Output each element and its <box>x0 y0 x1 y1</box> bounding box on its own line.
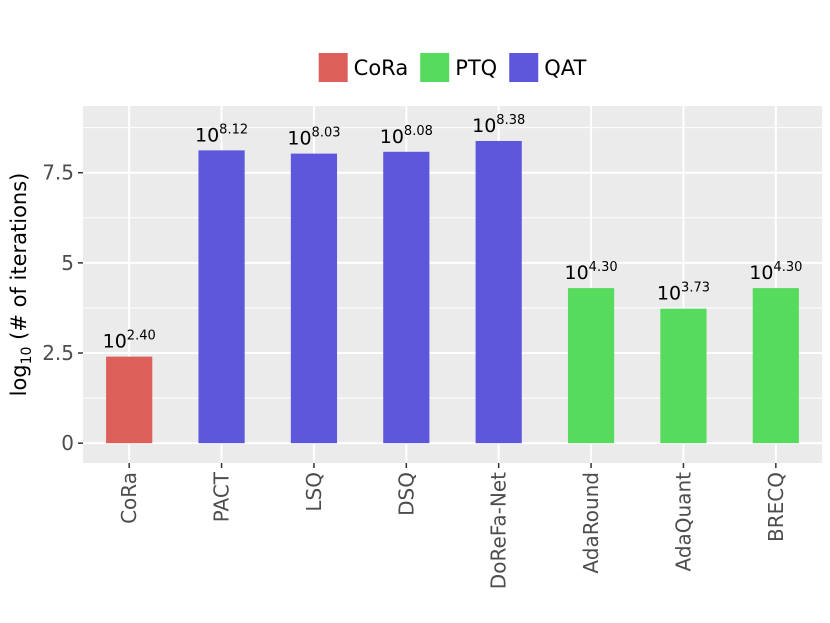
x-tick-label: BRECQ <box>764 472 788 542</box>
x-tick-label: AdaQuant <box>671 472 695 572</box>
bars <box>106 140 799 444</box>
legend-label-ptq: PTQ <box>455 56 497 80</box>
legend-swatch-qat <box>509 53 539 82</box>
data-label: 108.12 <box>195 122 248 146</box>
plot-panel <box>83 106 822 463</box>
data-labels: 102.40 108.12 108.03 108.08 108.38 104.30 103.… <box>103 113 803 353</box>
y-tick-label: 2.5 <box>42 341 74 365</box>
x-tick-label: DSQ <box>394 472 418 516</box>
data-label: 102.40 <box>103 329 156 353</box>
bar-dorefa-net <box>475 140 522 444</box>
bar-brecq <box>752 288 799 444</box>
data-label: 108.03 <box>287 126 340 150</box>
legend-label-qat: QAT <box>544 56 586 80</box>
legend: CoRa PTQ QAT <box>318 53 586 82</box>
bar-lsq <box>290 153 338 444</box>
y-tick-label: 5 <box>61 251 74 275</box>
bar-adaround <box>567 288 615 444</box>
x-tick-label: LSQ <box>302 472 326 512</box>
data-label: 104.30 <box>564 260 617 284</box>
data-label: 108.38 <box>472 113 525 137</box>
legend-swatch-ptq <box>420 53 450 82</box>
x-tick-label: PACT <box>210 471 234 522</box>
x-tick-label: CoRa <box>117 472 141 524</box>
y-axis-title: log10 (# of iterations) <box>7 173 35 397</box>
bar-dsq <box>383 151 430 444</box>
data-label: 104.30 <box>749 260 802 284</box>
data-label: 103.73 <box>657 281 710 305</box>
legend-swatch-cora <box>318 53 348 82</box>
x-tick-label: DoReFa-Net <box>487 472 511 589</box>
y-axis: 0 2.5 5 7.5 <box>42 161 83 455</box>
legend-label-cora: CoRa <box>354 56 409 80</box>
bar-adaquant <box>660 308 707 444</box>
bar-pact <box>198 150 245 444</box>
y-tick-label: 7.5 <box>42 161 74 185</box>
bar-cora <box>106 356 153 444</box>
x-tick-label: AdaRound <box>579 472 603 574</box>
data-label: 108.08 <box>380 124 433 148</box>
y-tick-label: 0 <box>61 431 74 455</box>
x-axis: CoRa PACT LSQ DSQ DoReFa-Net AdaRound AdaQuant… <box>117 463 788 589</box>
